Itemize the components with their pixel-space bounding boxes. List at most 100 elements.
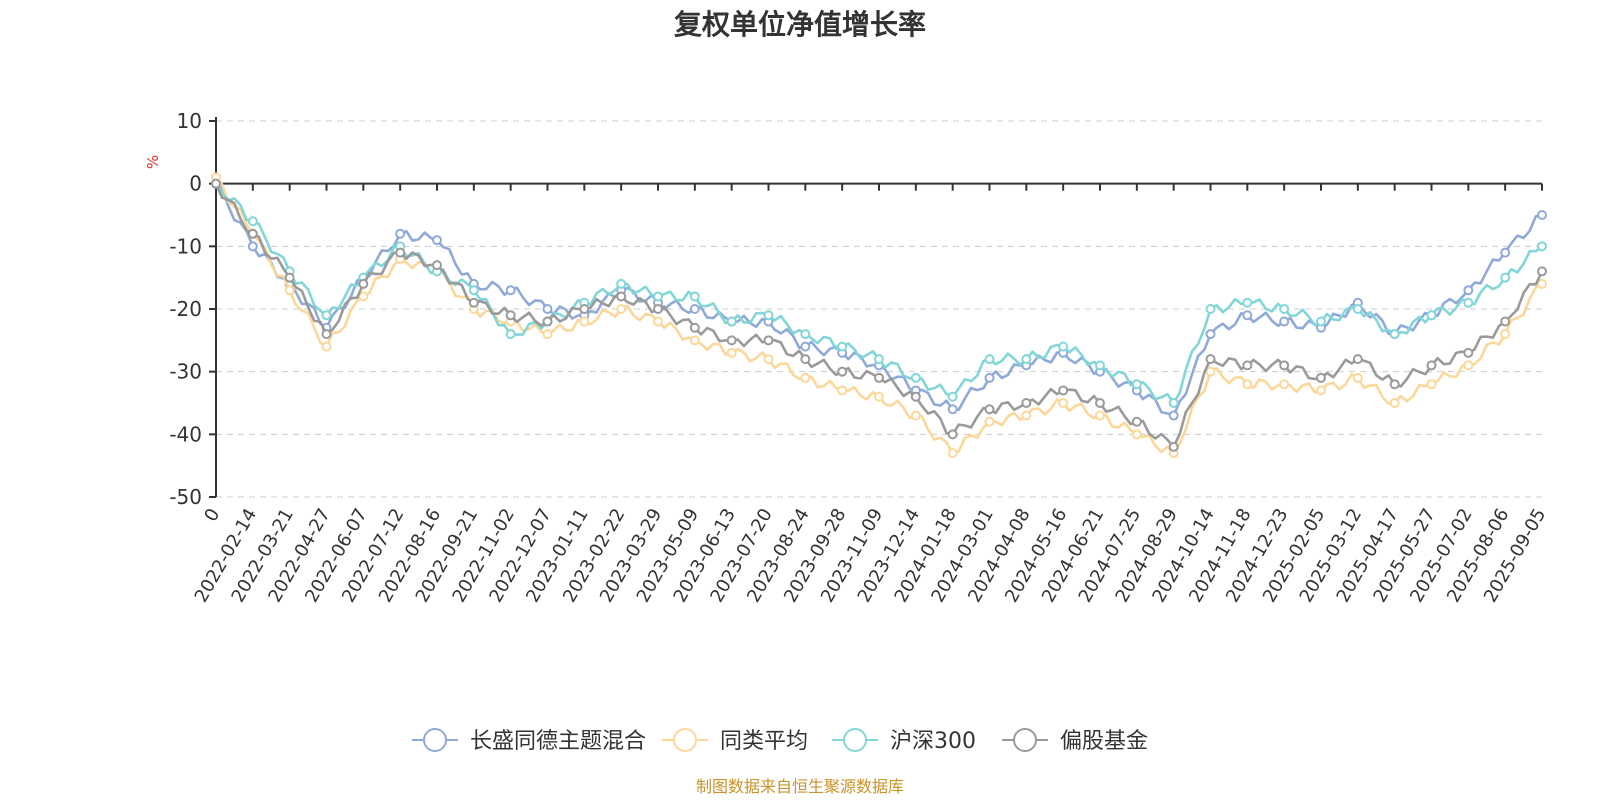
data-point bbox=[1095, 410, 1105, 421]
data-point bbox=[358, 278, 369, 289]
data-point bbox=[800, 354, 811, 365]
data-point bbox=[837, 385, 848, 396]
data-point bbox=[247, 216, 258, 227]
data-point bbox=[616, 304, 627, 314]
data-point bbox=[689, 291, 700, 302]
data-point bbox=[763, 354, 774, 365]
data-point bbox=[947, 429, 958, 440]
data-point bbox=[653, 291, 663, 302]
data-point bbox=[505, 285, 516, 296]
data-point bbox=[726, 335, 737, 346]
data-point bbox=[1021, 398, 1032, 408]
series-3 bbox=[211, 178, 1547, 408]
data-point bbox=[1242, 310, 1253, 321]
data-point bbox=[1500, 316, 1511, 327]
data-point bbox=[1242, 360, 1253, 371]
y-axis: 10 0 -10 -20 -30 -40 -50 bbox=[169, 109, 217, 509]
legend-marker-icon bbox=[423, 728, 447, 752]
x-tick-label: 0 bbox=[200, 505, 224, 525]
data-point bbox=[616, 291, 627, 302]
data-point bbox=[1279, 379, 1290, 390]
legend-item-3[interactable]: 沪深300 bbox=[832, 728, 976, 754]
data-point bbox=[1389, 329, 1400, 340]
data-point bbox=[763, 310, 774, 321]
data-point bbox=[874, 372, 884, 383]
data-point bbox=[1352, 372, 1363, 383]
data-point bbox=[284, 285, 295, 296]
y-tick-label: -10 bbox=[169, 234, 202, 258]
y-tick-label: -40 bbox=[169, 422, 202, 446]
data-point bbox=[1426, 360, 1437, 371]
data-point bbox=[284, 272, 295, 283]
data-point bbox=[1463, 360, 1474, 371]
data-point bbox=[763, 335, 774, 346]
data-point bbox=[1463, 285, 1474, 296]
data-point bbox=[1316, 372, 1326, 383]
data-point bbox=[542, 316, 553, 327]
data-point bbox=[211, 178, 221, 189]
data-point bbox=[432, 260, 442, 271]
legend-item-2[interactable]: 同类平均 bbox=[662, 728, 808, 754]
data-point bbox=[1058, 398, 1069, 408]
data-point bbox=[1168, 410, 1179, 421]
data-point bbox=[1500, 272, 1511, 283]
data-point bbox=[726, 347, 737, 358]
data-point bbox=[616, 278, 627, 289]
data-point bbox=[910, 410, 921, 421]
chart-title: 复权单位净值增长率 bbox=[674, 8, 926, 41]
y-axis-unit: % bbox=[144, 155, 162, 169]
data-point bbox=[800, 329, 811, 340]
data-point bbox=[1242, 379, 1253, 390]
data-point bbox=[1095, 398, 1105, 408]
data-point bbox=[1131, 379, 1142, 390]
legend-marker-icon bbox=[843, 728, 867, 752]
data-point bbox=[1426, 310, 1437, 321]
data-point bbox=[726, 316, 737, 327]
data-point bbox=[947, 404, 958, 415]
data-point bbox=[689, 322, 700, 333]
data-point bbox=[653, 304, 663, 314]
data-point bbox=[432, 235, 442, 246]
legend-item-4[interactable]: 偏股基金 bbox=[1002, 728, 1148, 754]
data-point bbox=[910, 391, 921, 402]
data-point bbox=[800, 341, 811, 352]
grid-lines bbox=[216, 120, 1542, 498]
data-point bbox=[984, 416, 995, 427]
data-point bbox=[468, 285, 479, 296]
data-point bbox=[689, 304, 700, 314]
data-point bbox=[1205, 329, 1216, 340]
legend-marker-icon bbox=[1013, 728, 1037, 752]
data-point bbox=[579, 316, 590, 327]
data-point bbox=[542, 329, 553, 340]
data-point bbox=[505, 310, 516, 321]
data-point bbox=[1242, 297, 1253, 308]
data-point bbox=[468, 297, 479, 308]
data-point bbox=[1058, 341, 1069, 352]
y-tick-label: -20 bbox=[169, 297, 202, 321]
data-point bbox=[1500, 329, 1511, 340]
data-point bbox=[1279, 360, 1290, 371]
data-point bbox=[837, 341, 848, 352]
legend[interactable]: 长盛同德主题混合 同类平均 沪深300 偏股基金 bbox=[412, 728, 1148, 754]
data-point bbox=[1537, 278, 1547, 289]
legend-label: 偏股基金 bbox=[1060, 729, 1148, 754]
data-point bbox=[1168, 398, 1179, 408]
data-point bbox=[984, 354, 995, 365]
data-point bbox=[874, 354, 884, 365]
data-point bbox=[1168, 441, 1179, 452]
data-point bbox=[1316, 316, 1326, 327]
data-point bbox=[542, 304, 553, 314]
data-point bbox=[800, 372, 811, 383]
y-tick-label: 0 bbox=[189, 172, 202, 196]
data-point bbox=[1058, 385, 1069, 396]
legend-item-1[interactable]: 长盛同德主题混合 bbox=[412, 728, 646, 754]
data-point bbox=[1279, 316, 1290, 327]
legend-marker-icon bbox=[673, 728, 697, 752]
data-point bbox=[1389, 379, 1400, 390]
data-point bbox=[247, 241, 258, 252]
data-point bbox=[1095, 360, 1105, 371]
data-point bbox=[1279, 304, 1290, 314]
y-tick-label: -30 bbox=[169, 360, 202, 384]
data-point bbox=[505, 329, 516, 340]
data-source-note: 制图数据来自恒生聚源数据库 bbox=[696, 777, 904, 796]
